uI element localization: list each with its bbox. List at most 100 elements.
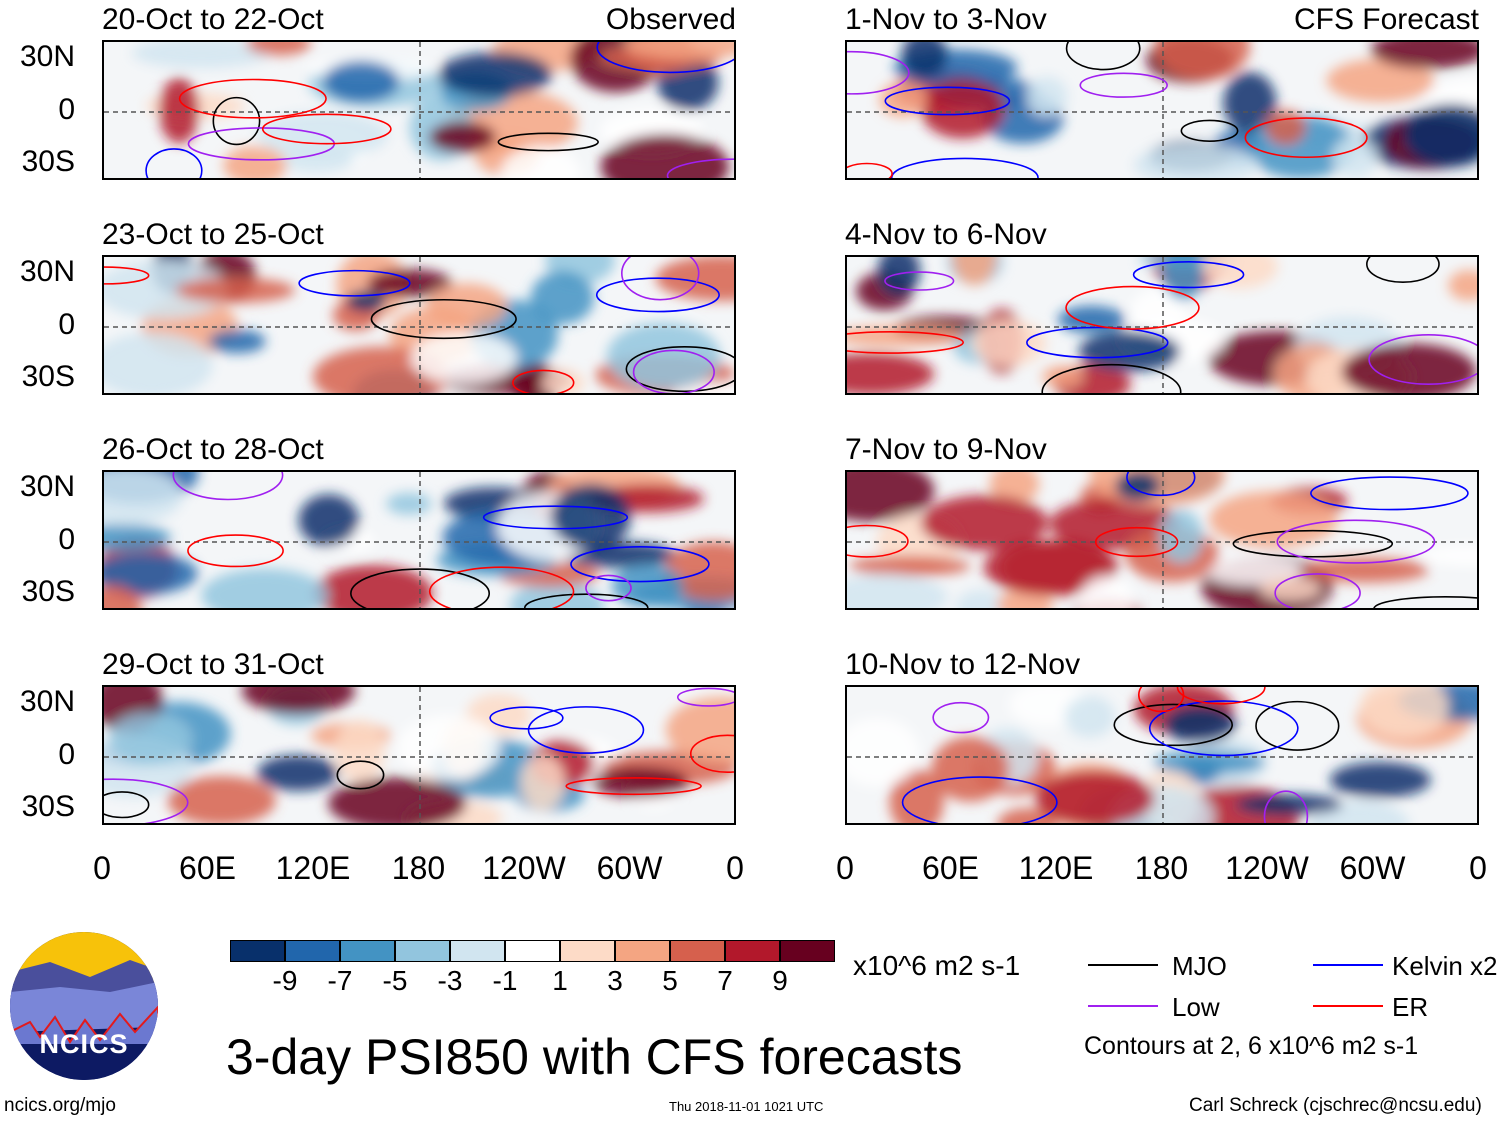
panel-title: 20-Oct to 22-Oct xyxy=(102,3,324,36)
contour-er xyxy=(847,524,909,558)
contour-low xyxy=(1079,72,1168,98)
x-tick-label: 0 xyxy=(836,850,854,886)
map-panel xyxy=(102,685,736,825)
psi-anomaly-blob xyxy=(847,325,965,347)
psi-anomaly-blob xyxy=(877,257,921,296)
contour-er xyxy=(512,369,575,393)
map-panel xyxy=(102,40,736,180)
psi-anomaly-blob xyxy=(1035,771,1155,823)
x-tick-label: 120W xyxy=(1225,850,1309,886)
contour-er xyxy=(689,734,734,773)
psi-anomaly-blob xyxy=(104,332,213,393)
panel-title: 1-Nov to 3-Nov xyxy=(845,3,1047,36)
contour-mjo xyxy=(104,791,150,819)
psi-anomaly-blob xyxy=(410,332,518,384)
psi-anomaly-blob xyxy=(591,766,689,798)
psi-anomaly-blob xyxy=(1064,695,1116,738)
contour-kelvin xyxy=(482,505,629,530)
contour-er xyxy=(428,566,575,608)
psi-anomaly-blob xyxy=(1161,257,1205,301)
contour-mjo xyxy=(1041,363,1182,393)
psi-anomaly-blob xyxy=(246,42,312,56)
contour-low xyxy=(847,50,910,95)
psi-anomaly-blob xyxy=(849,555,971,577)
chart-title: 3-day PSI850 with CFS forecasts xyxy=(226,1029,963,1085)
psi-anomaly-blob xyxy=(1078,331,1181,372)
psi-anomaly-blob xyxy=(952,257,997,286)
contour-mjo xyxy=(336,760,385,790)
psi-anomaly-blob xyxy=(971,319,1047,366)
contour-low xyxy=(1274,573,1361,608)
psi-anomaly-blob xyxy=(1341,343,1477,393)
contour-kelvin xyxy=(1026,326,1169,359)
psi-anomaly-blob xyxy=(104,552,198,595)
contour-low xyxy=(1263,790,1309,823)
psi-anomaly-blob xyxy=(104,585,142,608)
colorbar-tick-label: 9 xyxy=(772,965,788,996)
psi-anomaly-blob xyxy=(386,492,432,515)
contour-mjo xyxy=(370,298,517,340)
colorbar-swatch xyxy=(560,940,615,962)
psi-anomaly-blob xyxy=(1403,103,1477,167)
contour-low xyxy=(104,778,189,823)
psi-anomaly-blob xyxy=(1265,110,1306,146)
panel-title: 7-Nov to 9-Nov xyxy=(845,433,1047,466)
psi-anomaly-blob xyxy=(1329,761,1431,798)
psi-anomaly-blob xyxy=(1078,575,1134,608)
footer-url[interactable]: ncics.org/mjo xyxy=(4,1095,116,1116)
psi-anomaly-blob xyxy=(901,42,948,78)
contour-mjo xyxy=(212,96,261,146)
psi-anomaly-blob xyxy=(931,736,1010,802)
psi-anomaly-blob xyxy=(623,42,734,60)
contour-er xyxy=(261,113,392,145)
map-panel xyxy=(845,40,1479,180)
legend-line-mjo xyxy=(1088,964,1158,966)
psi-anomaly-blob xyxy=(611,564,684,608)
contour-mjo xyxy=(1232,529,1394,558)
x-tick-label: 0 xyxy=(93,850,111,886)
ncics-logo[interactable]: NCICS xyxy=(10,932,158,1080)
contour-low xyxy=(666,158,734,178)
contour-er xyxy=(187,534,284,568)
colorbar-tick-label: 3 xyxy=(607,965,623,996)
psi-anomaly-blob xyxy=(104,524,171,552)
psi-anomaly-blob xyxy=(1115,472,1160,501)
contour-kelvin xyxy=(298,269,411,297)
map-panel xyxy=(102,255,736,395)
colorbar-swatch xyxy=(725,940,780,962)
psi-anomaly-blob xyxy=(208,329,266,354)
colorbar-tick-label: -5 xyxy=(382,965,408,996)
colorbar-swatch xyxy=(230,940,285,962)
y-tick-label: 30S xyxy=(21,145,75,178)
psi-anomaly-blob xyxy=(541,369,585,393)
legend-line-low xyxy=(1088,1005,1158,1007)
panel-title: 10-Nov to 12-Nov xyxy=(845,648,1081,681)
contour-low xyxy=(632,349,715,393)
colorbar-swatch xyxy=(285,940,340,962)
contour-low xyxy=(585,574,632,602)
psi-anomaly-blob xyxy=(158,77,200,144)
psi-anomaly-blob xyxy=(847,718,920,787)
contour-kelvin xyxy=(527,706,645,754)
x-tick-label: 180 xyxy=(1134,850,1189,886)
x-tick-label: 0 xyxy=(1469,850,1487,886)
psi-anomaly-blob xyxy=(983,539,1118,596)
psi-anomaly-blob xyxy=(201,568,329,608)
contour-kelvin xyxy=(901,776,1058,823)
colorbar-tick-label: 7 xyxy=(717,965,733,996)
map-panel xyxy=(845,685,1479,825)
psi-anomaly-blob xyxy=(1153,749,1265,775)
contour-mjo xyxy=(1113,703,1233,747)
y-tick-label: 30S xyxy=(21,575,75,608)
contour-er xyxy=(1244,117,1368,159)
colorbar-tick-label: -7 xyxy=(327,965,353,996)
psi-anomaly-blob xyxy=(1164,705,1237,744)
footer-author: Carl Schreck (cjschrec@ncsu.edu) xyxy=(1189,1095,1482,1116)
colorbar-tick-label: 5 xyxy=(662,965,678,996)
psi-anomaly-blob xyxy=(1235,794,1343,816)
contour-kelvin xyxy=(884,86,1011,116)
psi-anomaly-blob xyxy=(298,494,359,547)
psi-anomaly-blob xyxy=(104,260,229,320)
psi-anomaly-blob xyxy=(1026,76,1068,117)
y-tick-label: 0 xyxy=(58,308,75,341)
